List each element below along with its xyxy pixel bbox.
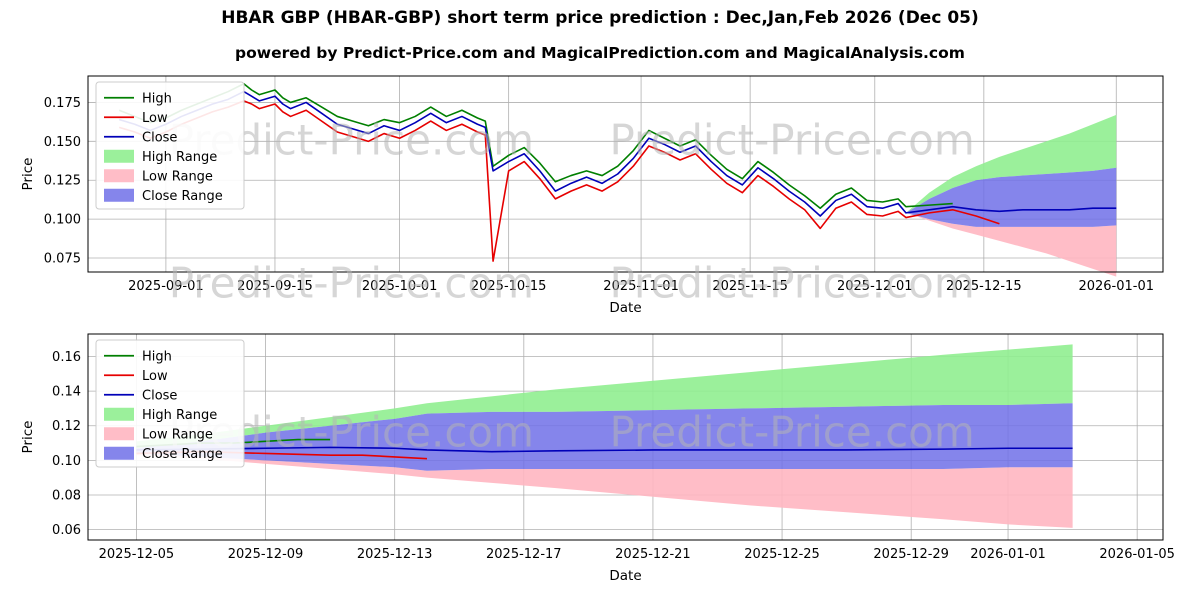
x-tick-label: 2025-12-25 bbox=[744, 547, 820, 562]
legend-swatch-band bbox=[104, 446, 134, 460]
legend-label: High Range bbox=[142, 408, 217, 423]
legend-swatch-band bbox=[104, 407, 134, 421]
forecast-detail-chart: 2025-12-05 2025-12-09 2025-12-13 2025-12-17… bbox=[20, 333, 1175, 584]
y-tick-label: 0.14 bbox=[52, 385, 81, 400]
chart-title: HBAR GBP (HBAR-GBP) short term price pre… bbox=[221, 8, 979, 28]
x-tick-label: 2025-12-09 bbox=[228, 547, 304, 562]
y-tick-label: 0.16 bbox=[52, 350, 81, 365]
chart-subtitle: powered by Predict-Price.com and Magical… bbox=[235, 44, 965, 62]
legend-label: High Range bbox=[142, 150, 217, 165]
band-High Range bbox=[905, 114, 1117, 213]
band-Close Range bbox=[136, 403, 1073, 471]
legend-label: Low bbox=[142, 111, 168, 126]
y-tick-label: 0.175 bbox=[44, 96, 81, 111]
legend-label: Close bbox=[142, 130, 177, 145]
x-tick-label: 2025-12-29 bbox=[873, 547, 949, 562]
legend-label: Low Range bbox=[142, 169, 213, 184]
watermark-text: Predict-Price.com bbox=[609, 115, 974, 164]
band-High Range bbox=[136, 344, 1073, 449]
x-tick-label: 2025-12-13 bbox=[357, 547, 433, 562]
x-tick-label: 2025-10-15 bbox=[471, 279, 547, 294]
legend-label: Close Range bbox=[142, 447, 223, 462]
y-axis-label: Price bbox=[20, 421, 36, 454]
legend-label: Close Range bbox=[142, 189, 223, 204]
legend-swatch-band bbox=[104, 149, 134, 163]
y-tick-label: 0.06 bbox=[52, 523, 81, 538]
band-Low Range bbox=[905, 212, 1117, 277]
legend-label: Low bbox=[142, 369, 168, 384]
x-tick-label: 2025-12-15 bbox=[946, 279, 1022, 294]
x-tick-label: 2025-11-01 bbox=[603, 279, 679, 294]
watermark-text: Predict-Price.com bbox=[609, 407, 974, 456]
legend-label: Close bbox=[142, 388, 177, 403]
line-High bbox=[118, 82, 953, 210]
y-tick-label: 0.100 bbox=[44, 213, 81, 228]
y-tick-label: 0.125 bbox=[44, 174, 81, 189]
watermark-text: Predict-Price.com bbox=[609, 258, 974, 307]
x-tick-label: 2025-12-17 bbox=[486, 547, 562, 562]
x-axis-label: Date bbox=[609, 568, 641, 584]
y-tick-label: 0.08 bbox=[52, 488, 81, 503]
band-Low Range bbox=[136, 453, 1073, 528]
x-tick-label: 2026-01-01 bbox=[970, 547, 1046, 562]
legend-swatch-band bbox=[104, 427, 134, 441]
y-tick-label: 0.10 bbox=[52, 454, 81, 469]
y-axis-label: Price bbox=[20, 158, 36, 191]
x-tick-label: 2026-01-01 bbox=[1078, 279, 1154, 294]
x-axis-label: Date bbox=[609, 300, 641, 316]
price-history-forecast-chart: 2025-09-01 2025-09-15 2025-10-01 2025-10-15… bbox=[20, 75, 1164, 316]
x-tick-label: 2025-12-01 bbox=[837, 279, 913, 294]
legend-label: Low Range bbox=[142, 427, 213, 442]
x-tick-label: 2025-12-05 bbox=[99, 547, 175, 562]
x-tick-label: 2025-09-15 bbox=[237, 279, 313, 294]
legend-swatch-band bbox=[104, 169, 134, 183]
x-tick-label: 2025-10-01 bbox=[362, 279, 438, 294]
legend-label: High bbox=[142, 91, 172, 106]
x-tick-label: 2025-09-01 bbox=[128, 279, 204, 294]
y-tick-label: 0.150 bbox=[44, 135, 81, 150]
x-tick-label: 2025-11-15 bbox=[712, 279, 788, 294]
band-Close Range bbox=[905, 167, 1117, 227]
legend-label: High bbox=[142, 349, 172, 364]
plot-frame bbox=[87, 75, 1164, 273]
plot-frame bbox=[87, 333, 1164, 541]
y-tick-label: 0.075 bbox=[44, 252, 81, 267]
watermark-text: Predict-Price.com bbox=[169, 258, 534, 307]
x-tick-label: 2025-12-21 bbox=[615, 547, 691, 562]
line-Low bbox=[118, 100, 1000, 262]
legend-swatch-band bbox=[104, 188, 134, 202]
y-tick-label: 0.12 bbox=[52, 419, 81, 434]
line-Close bbox=[136, 446, 1073, 453]
x-tick-label: 2026-01-05 bbox=[1099, 547, 1175, 562]
line-Close bbox=[118, 90, 1117, 217]
